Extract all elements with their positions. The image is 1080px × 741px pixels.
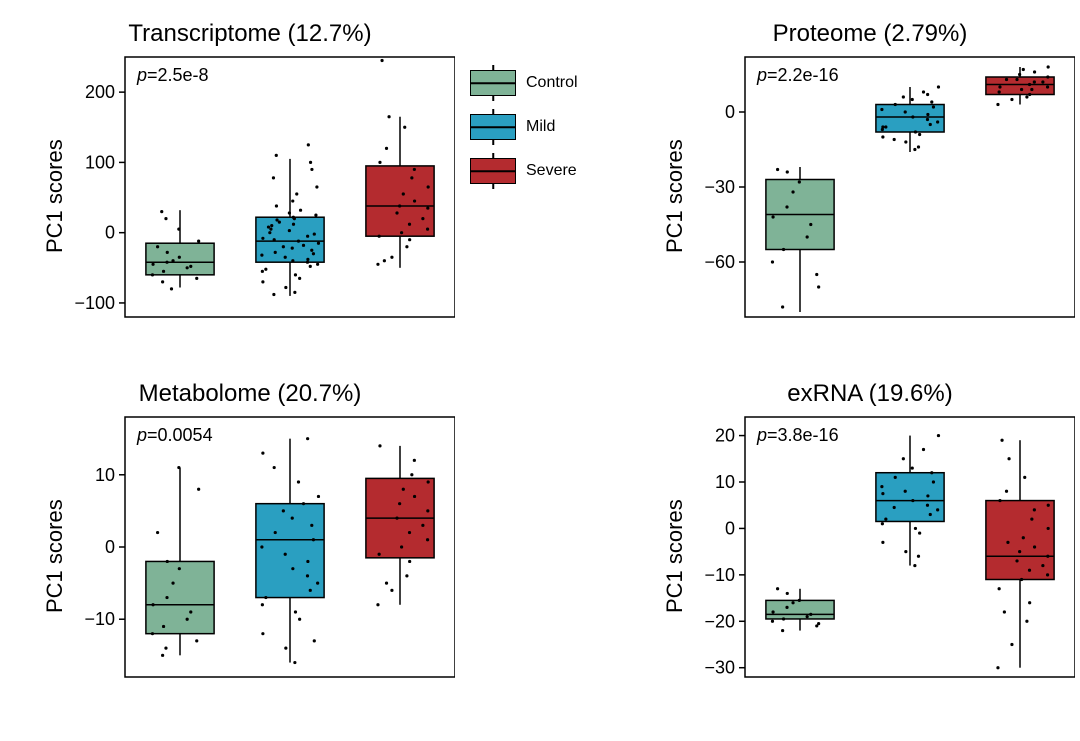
- boxplot-svg: −60 −30 0 p=2.2e-16: [690, 52, 1075, 322]
- legend: Control Mild Severe: [460, 20, 660, 350]
- panel-title: Transcriptome (12.7%): [40, 20, 460, 48]
- legend-item-mild: Mild: [470, 114, 660, 140]
- legend-swatch: [470, 114, 516, 140]
- plot-wrapper: PC1 scores −60 −30 0 p=2.2e-16: [660, 52, 1080, 322]
- svg-text:−30: −30: [704, 658, 735, 678]
- svg-text:10: 10: [95, 465, 115, 485]
- svg-text:200: 200: [85, 82, 115, 102]
- svg-text:−10: −10: [704, 565, 735, 585]
- empty-cell: [460, 380, 660, 710]
- plot-wrapper: PC1 scores −30 −20 −10 0 10 20 p=3.8e-16: [660, 412, 1080, 682]
- figure-grid: Transcriptome (12.7%) PC1 scores −100010…: [40, 20, 1040, 710]
- svg-text:p=2.5e-8: p=2.5e-8: [136, 65, 209, 85]
- boxplot-svg: −100 0 100 200 p=2.5e-8: [70, 52, 455, 322]
- legend-item-control: Control: [470, 70, 660, 96]
- plot-wrapper: PC1 scores −100 0 100 200 p=2.5e-8: [40, 52, 460, 322]
- plot-wrapper: PC1 scores −10 0 10 p=0.0054: [40, 412, 460, 682]
- svg-text:−100: −100: [74, 293, 115, 313]
- svg-text:100: 100: [85, 152, 115, 172]
- panel-proteome: Proteome (2.79%) PC1 scores −60 −30 0 p=2.2…: [660, 20, 1080, 350]
- svg-text:p=2.2e-16: p=2.2e-16: [756, 65, 839, 85]
- legend-swatch: [470, 158, 516, 184]
- panel-title: Proteome (2.79%): [660, 20, 1080, 48]
- svg-text:−10: −10: [84, 609, 115, 629]
- boxplot-svg: −10 0 10 p=0.0054: [70, 412, 455, 682]
- legend-label: Control: [526, 74, 578, 92]
- panel-title: exRNA (19.6%): [660, 380, 1080, 408]
- y-axis-label: PC1 scores: [40, 70, 70, 322]
- boxplot-svg: −30 −20 −10 0 10 20 p=3.8e-16: [690, 412, 1075, 682]
- svg-text:p=3.8e-16: p=3.8e-16: [756, 425, 839, 445]
- panel-title: Metabolome (20.7%): [40, 380, 460, 408]
- svg-text:10: 10: [715, 472, 735, 492]
- svg-text:0: 0: [105, 537, 115, 557]
- y-axis-label: PC1 scores: [660, 70, 690, 322]
- svg-text:−60: −60: [704, 252, 735, 272]
- legend-swatch: [470, 70, 516, 96]
- svg-text:−20: −20: [704, 611, 735, 631]
- svg-text:20: 20: [715, 426, 735, 446]
- svg-text:0: 0: [725, 518, 735, 538]
- y-axis-label: PC1 scores: [660, 430, 690, 682]
- y-axis-label: PC1 scores: [40, 430, 70, 682]
- panel-exrna: exRNA (19.6%) PC1 scores −30 −20 −10 0 10 20 p…: [660, 380, 1080, 710]
- svg-text:−30: −30: [704, 177, 735, 197]
- svg-text:0: 0: [105, 223, 115, 243]
- legend-label: Mild: [526, 118, 555, 136]
- legend-label: Severe: [526, 162, 577, 180]
- panel-transcriptome: Transcriptome (12.7%) PC1 scores −100 0 10…: [40, 20, 460, 350]
- svg-text:p=0.0054: p=0.0054: [136, 425, 213, 445]
- legend-item-severe: Severe: [470, 158, 660, 184]
- panel-metabolome: Metabolome (20.7%) PC1 scores −10 0 10 p=0.…: [40, 380, 460, 710]
- svg-text:0: 0: [725, 102, 735, 122]
